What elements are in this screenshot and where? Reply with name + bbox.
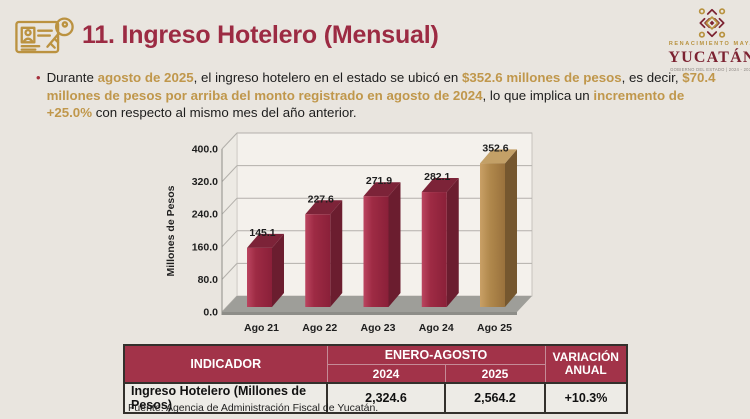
- text-segment: , lo que implica un: [482, 87, 594, 103]
- chart-gridline-connector: [221, 197, 238, 215]
- bar-value-label: 145.1: [249, 227, 275, 239]
- bar-top-face: [247, 233, 284, 248]
- chart-gridline-connector: [221, 165, 238, 182]
- bar-value-label: 352.6: [482, 142, 508, 154]
- chart-floor-edge: [222, 312, 517, 315]
- text-segment: , el ingreso hotelero en el estado se ub…: [193, 70, 462, 85]
- y-axis-tick-label: 240.0: [192, 209, 218, 221]
- text-segment-highlight: $70.4 millones de pesos por arriba del m…: [46, 70, 716, 103]
- summary-table: INDICADOR ENERO-AGOSTO VARIACIÓN ANUAL 2…: [123, 344, 628, 414]
- text-segment-highlight: incremento de +25.0%: [46, 87, 685, 121]
- x-axis-label: Ago 24: [419, 322, 454, 334]
- y-axis-title: Millones de Pesos: [165, 185, 177, 276]
- summary-text: Durante agosto de 2025, el ingreso hotel…: [47, 69, 730, 122]
- bar-value-label: 227.6: [308, 193, 334, 205]
- bar-group-Ago 22: 227.6: [305, 193, 343, 307]
- text-segment-highlight: $352.6 millones de pesos: [461, 70, 622, 85]
- y-axis-tick-label: 160.0: [192, 241, 218, 253]
- y-axis-tick-label: 320.0: [192, 176, 218, 188]
- source-note: Fuente: Agencia de Administración Fiscal…: [128, 402, 379, 414]
- logo-name: YUCATÁN: [668, 48, 750, 66]
- bar-side-face: [388, 182, 401, 307]
- bar-top-face: [305, 200, 343, 215]
- page-title: 11. Ingreso Hotelero (Mensual): [82, 21, 439, 49]
- text-segment: con respecto al mismo mes del año anteri…: [92, 105, 357, 120]
- chart-gridline-connector: [221, 230, 238, 248]
- table-row: Ingreso Hotelero (Millones de Pesos) 2,3…: [123, 382, 628, 414]
- text-segment-highlight: agosto de 2025: [97, 70, 194, 85]
- bar-value-label: 282.1: [424, 171, 450, 183]
- bar-front-face: [363, 196, 389, 307]
- x-axis-label: Ago 21: [244, 322, 279, 334]
- hotel-income-bar-chart: 0.0 80.0 160.0 240.0 320.0 400.0 145.1 Ago 21 22…: [165, 132, 533, 334]
- text-segment: , es decir,: [621, 70, 683, 85]
- bar-front-face: [421, 192, 447, 307]
- table-header-enero-agosto: ENERO-AGOSTO: [326, 344, 546, 365]
- bar-front-face: [480, 163, 505, 307]
- logo-subtitle: GOBIERNO DEL ESTADO | 2024 - 2030: [670, 66, 750, 72]
- cell-2024: 2,324.6: [326, 382, 446, 414]
- bar-front-face: [247, 247, 272, 307]
- bar-side-face: [330, 200, 343, 307]
- government-logo: RENACIMIENTO MAYA YUCATÁN GOBIERNO DEL E…: [664, 6, 750, 72]
- bar-side-face: [272, 233, 284, 307]
- bar-group-Ago 23: 271.9: [363, 175, 401, 307]
- chart-gridline-connector: [221, 132, 238, 150]
- bar-side-face: [505, 149, 517, 307]
- y-axis-tick-label: 80.0: [198, 274, 219, 286]
- bar-top-face: [480, 149, 517, 164]
- chart-gridline-connector: [221, 263, 238, 280]
- bar-group-Ago 24: 282.1: [421, 171, 459, 307]
- y-axis-tick-label: 0.0: [203, 307, 218, 319]
- y-axis-tick-label: 400.0: [192, 144, 218, 156]
- text-segment: Durante: [46, 70, 98, 85]
- logo-tagline: RENACIMIENTO MAYA: [668, 41, 750, 47]
- cell-variacion: +10.3%: [544, 382, 628, 414]
- x-axis-label: Ago 22: [302, 322, 337, 334]
- bar-side-face: [446, 178, 459, 307]
- chart-left-wall: [221, 132, 238, 313]
- summary-bullet: • Durante agosto de 2025, el ingreso hot…: [36, 69, 730, 122]
- table-header-2024: 2024: [326, 364, 446, 384]
- bar-group-Ago 21: 145.1: [247, 227, 284, 307]
- table-header-indicador: INDICADOR: [123, 344, 328, 384]
- table-header-variacion: VARIACIÓN ANUAL: [544, 344, 628, 384]
- cell-indicador: Ingreso Hotelero (Millones de Pesos): [123, 382, 328, 414]
- x-axis-label: Ago 23: [360, 322, 395, 334]
- bar-front-face: [305, 214, 331, 307]
- table-header-2025: 2025: [444, 364, 546, 384]
- cell-2025: 2,564.2: [444, 382, 546, 414]
- bar-value-label: 271.9: [366, 175, 392, 187]
- x-axis-label: Ago 25: [477, 322, 512, 334]
- bar-group-Ago 25: 352.6: [480, 142, 517, 307]
- bar-top-face: [421, 178, 459, 193]
- hotel-key-icon: [15, 17, 74, 54]
- bullet-marker-icon: •: [36, 70, 41, 85]
- bar-top-face: [363, 182, 401, 197]
- yucatan-emblem-icon: [698, 8, 726, 38]
